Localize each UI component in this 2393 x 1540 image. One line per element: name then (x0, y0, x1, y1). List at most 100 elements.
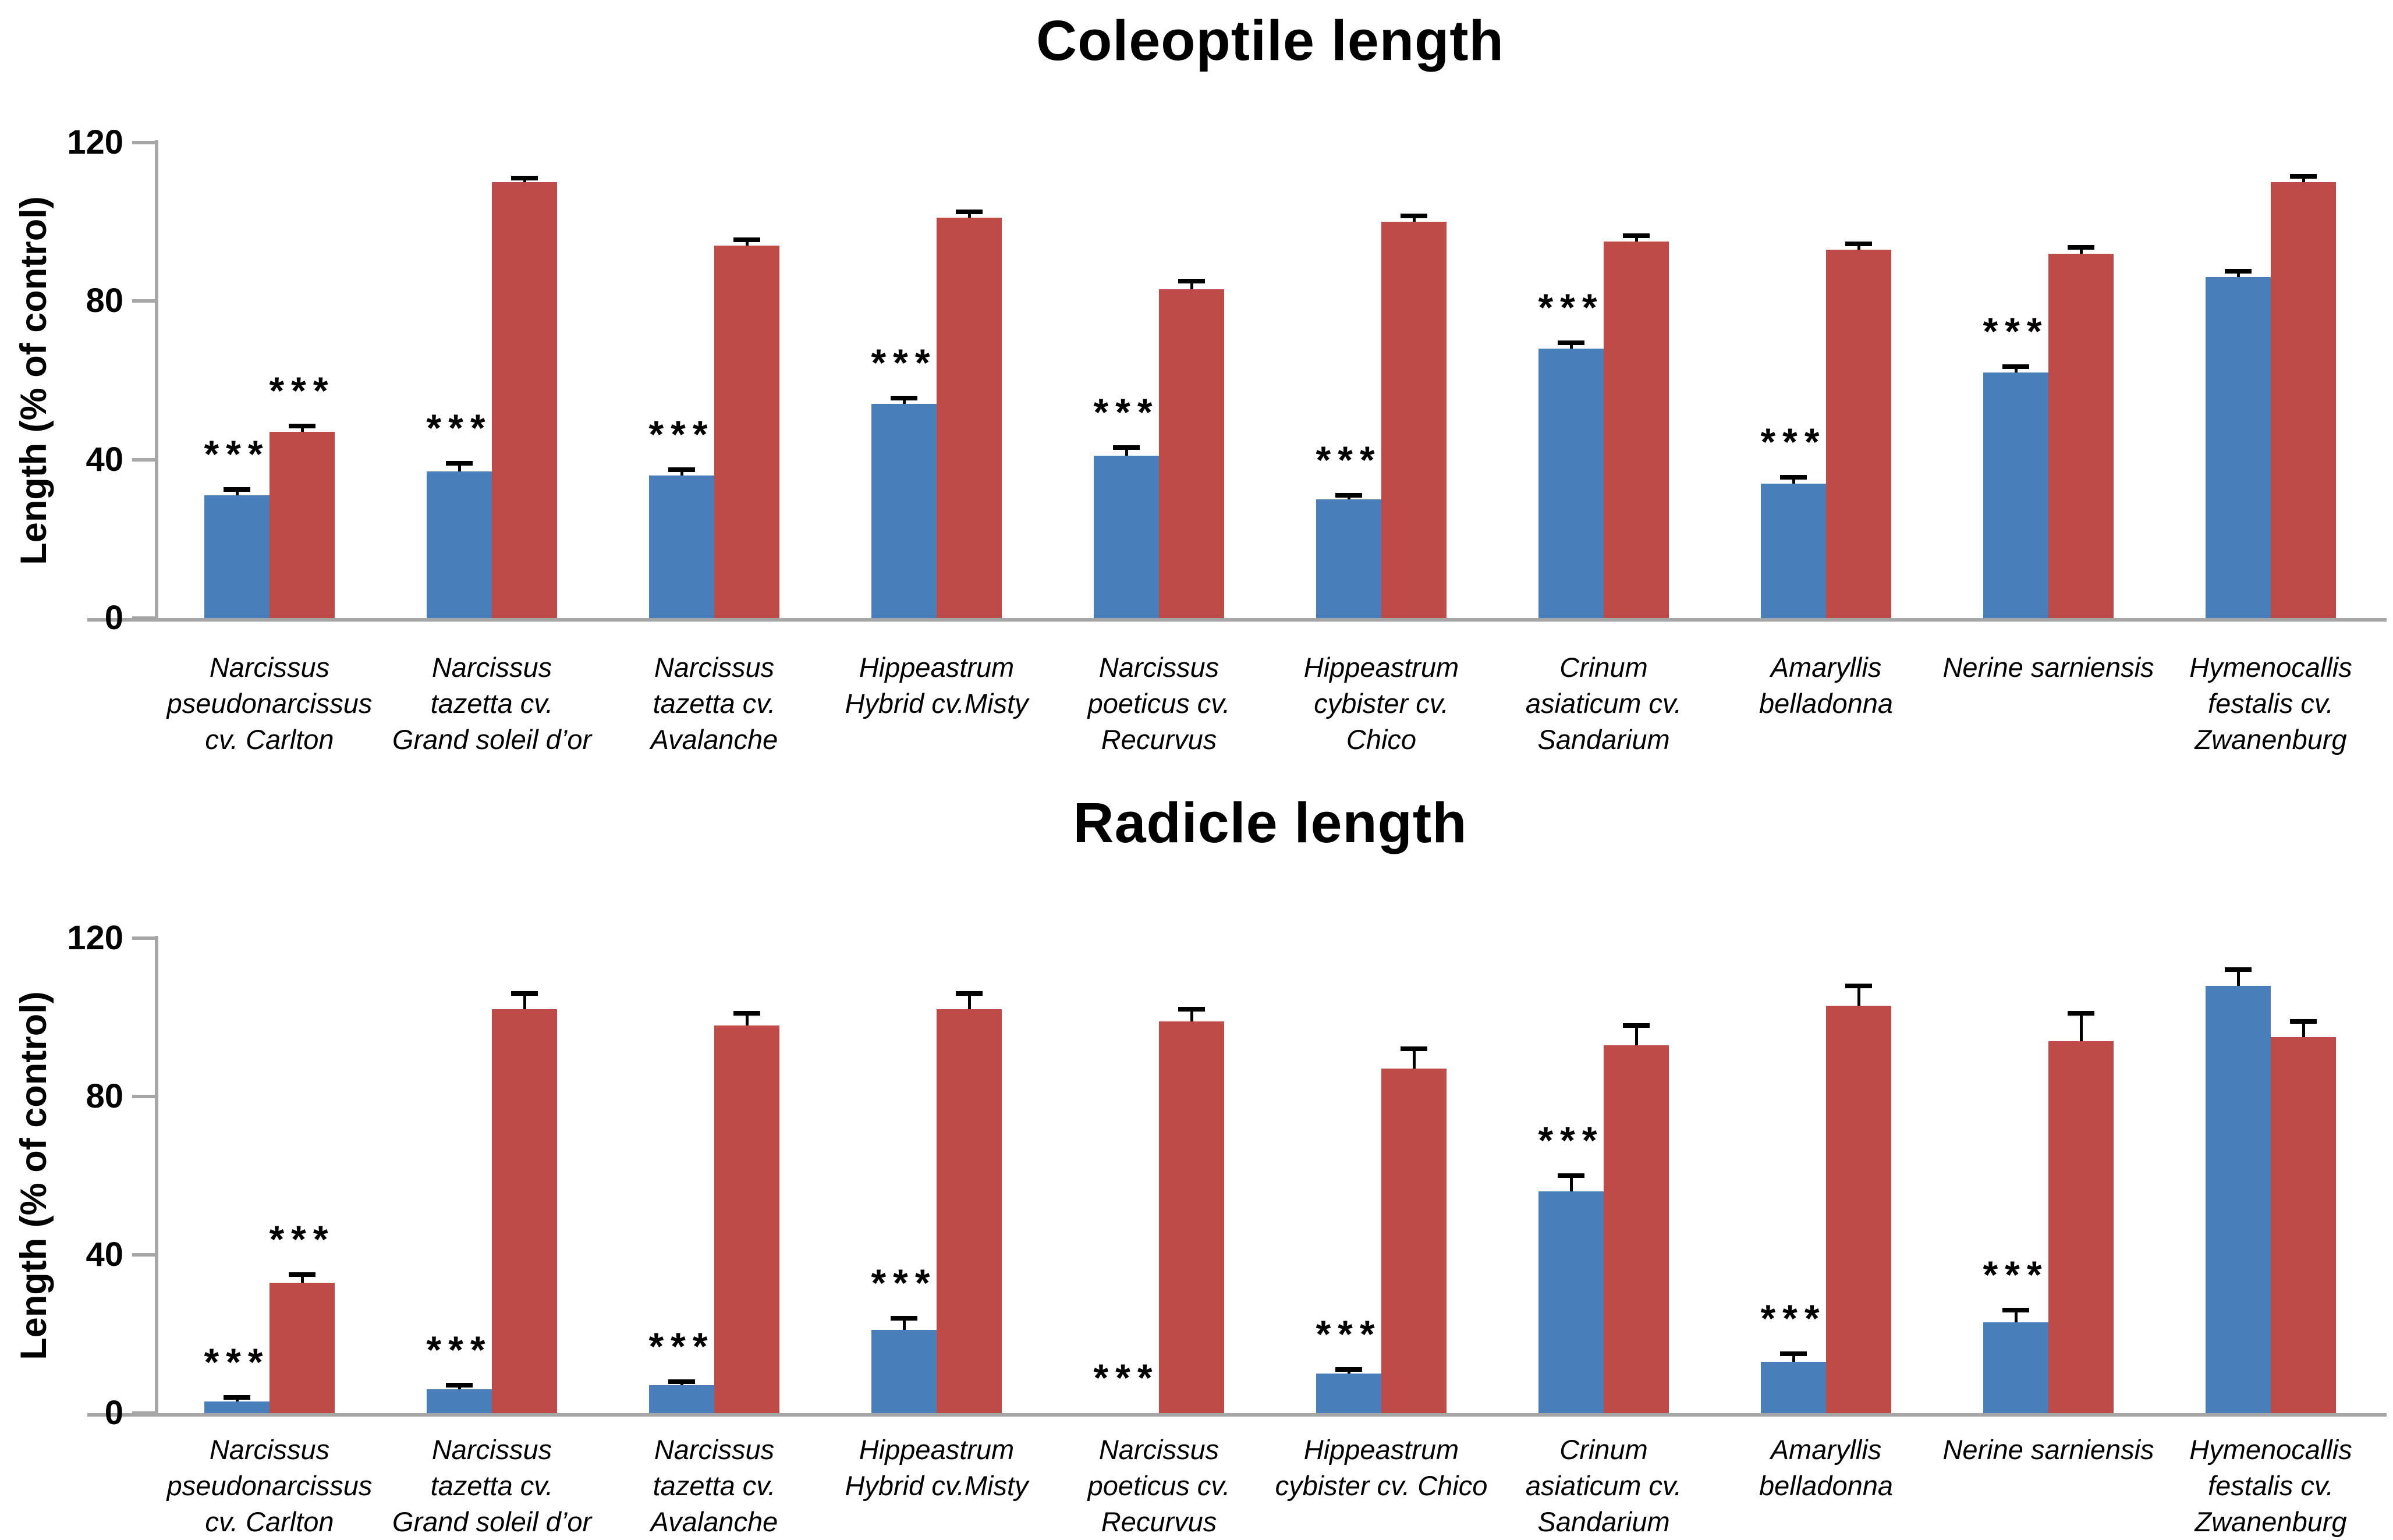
error-bar-cap (224, 1394, 250, 1400)
x-category-label-line: cybister cv. (1314, 688, 1449, 719)
error-bar-cap (2290, 173, 2317, 179)
x-category-label-line: Hippeastrum (1303, 1434, 1459, 1465)
blue-bar (1316, 499, 1381, 618)
red-bar (2048, 1041, 2114, 1413)
error-bar-whisker (2302, 176, 2305, 183)
x-category-label-line: Recurvus (1101, 724, 1217, 755)
red-bar (937, 1009, 1002, 1413)
significance-stars: *** (871, 1261, 937, 1304)
x-category-label: Hippeastrum cybister cv. Chico (1274, 650, 1489, 758)
red-bar (714, 246, 779, 618)
error-bar-whisker (1857, 985, 1860, 1006)
error-bar-cap (289, 1272, 315, 1277)
error-bar-cap (891, 1315, 917, 1321)
error-bar-whisker (300, 425, 304, 432)
significance-stars: *** (1538, 285, 1604, 329)
error-bar-whisker (1635, 1025, 1638, 1045)
red-bar (2271, 1037, 2336, 1413)
x-category-label-line: Crinum (1559, 652, 1648, 683)
significance-stars: *** (1316, 438, 1382, 481)
error-bar-cap (2225, 269, 2252, 274)
significance-stars: *** (269, 368, 335, 412)
error-bar-cap (1780, 1351, 1807, 1356)
error-bar-cap (1113, 445, 1140, 450)
x-axis-line (87, 618, 2387, 622)
error-bar-cap (1335, 492, 1362, 498)
blue-bar (427, 471, 492, 618)
error-bar-cap (446, 461, 473, 466)
chart-title: Radicle length (1073, 791, 1467, 854)
significance-stars: *** (1760, 1297, 1827, 1340)
x-category-label: Crinum asiaticum cv. Sandarium (1496, 1432, 1711, 1540)
blue-bar (1761, 1361, 1826, 1413)
red-bar (492, 182, 557, 618)
error-bar-cap (668, 467, 695, 472)
y-tick-mark (132, 616, 158, 620)
error-bar-cap (224, 487, 250, 492)
x-category-label: Narcissus pseudonarcissus cv. Carlton (162, 1432, 377, 1540)
blue-bar (2206, 277, 2271, 618)
error-bar-whisker (300, 1275, 304, 1283)
x-category-label-line: Hybrid cv.Misty (845, 688, 1029, 719)
error-bar-cap (511, 991, 538, 996)
x-category-label: Narcissus tazetta cv. Grand soleil d’or (384, 1432, 600, 1540)
error-bar-cap (2068, 245, 2094, 250)
x-category-label-line: pseudonarcissus (166, 1470, 373, 1501)
blue-bar (204, 1401, 270, 1413)
x-category-label-line: tazetta cv. (430, 1470, 554, 1501)
red-bar (270, 432, 335, 618)
chart-title: Coleoptile length (1036, 9, 1504, 72)
x-category-label-line: Amaryllis (1770, 1434, 1882, 1465)
x-category-label-line: Hymenocallis (2189, 652, 2352, 683)
significance-stars: *** (426, 406, 492, 450)
x-category-label-line: Recurvus (1101, 1506, 1217, 1537)
x-category-label-line: Sandarium (1537, 724, 1670, 755)
x-category-label-line: cybister cv. Chico (1275, 1470, 1488, 1501)
y-tick-label: 0 (104, 599, 123, 637)
significance-stars: *** (1093, 1356, 1160, 1399)
blue-bar (871, 404, 937, 618)
error-bar-cap (733, 1011, 760, 1016)
error-bar-cap (1845, 983, 1872, 988)
x-category-label-line: tazetta cv. (653, 688, 776, 719)
significance-stars: *** (648, 1324, 715, 1368)
x-category-label-line: poeticus cv. (1087, 688, 1231, 719)
error-bar-whisker (2236, 970, 2240, 986)
y-tick-mark (132, 1253, 158, 1257)
x-category-label-line: Avalanche (650, 1506, 778, 1537)
significance-stars: *** (1760, 420, 1827, 464)
x-category-label-line: Narcissus (654, 1434, 775, 1465)
y-tick-label: 40 (86, 440, 123, 478)
x-category-label-line: Narcissus (1098, 1434, 1219, 1465)
x-category-label-line: Hippeastrum (1303, 652, 1459, 683)
error-bar-whisker (1569, 342, 1573, 349)
error-bar-cap (1623, 1023, 1650, 1028)
error-bar-whisker (2079, 247, 2083, 254)
red-bar (1159, 289, 1224, 618)
error-bar-cap (1558, 1173, 1584, 1178)
significance-stars: *** (1538, 1119, 1604, 1162)
error-bar-whisker (523, 993, 526, 1010)
red-bar (1604, 242, 1669, 618)
error-bar-whisker (967, 212, 971, 218)
error-bar-whisker (745, 1013, 749, 1026)
blue-bar (2206, 985, 2271, 1413)
error-bar-cap (956, 991, 983, 996)
error-bar-cap (891, 396, 917, 401)
x-category-label-line: Narcissus (209, 652, 330, 683)
error-bar-whisker (1569, 1176, 1573, 1192)
x-category-label-line: asiaticum cv. (1525, 1470, 1682, 1501)
error-bar-whisker (1412, 1049, 1416, 1069)
significance-stars: *** (1316, 1312, 1382, 1356)
red-bar (1381, 222, 1447, 618)
error-bar-whisker (902, 398, 906, 404)
y-axis-title: Length (% of control) (13, 991, 54, 1360)
blue-bar (649, 1385, 714, 1413)
x-category-label-line: tazetta cv. (653, 1470, 776, 1501)
blue-bar (1094, 455, 1159, 618)
red-bar (270, 1282, 335, 1413)
y-axis-line (155, 140, 158, 619)
blue-bar (1538, 1191, 1604, 1413)
error-bar-cap (1558, 340, 1584, 345)
error-bar-cap (2225, 967, 2252, 973)
